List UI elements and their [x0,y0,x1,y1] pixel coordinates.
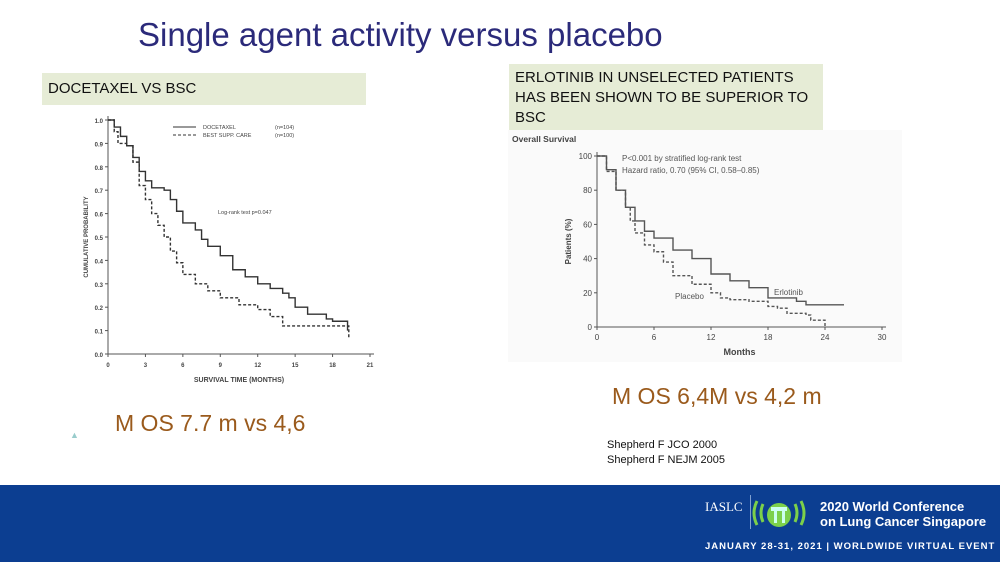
series-label-placebo: Placebo [675,292,704,301]
x-tick-label: 6 [181,363,185,369]
annotation: Hazard ratio, 0.70 (95% CI, 0.58–0.85) [622,166,760,175]
y-tick-label: 0.2 [95,306,104,312]
y-tick-label: 0.7 [95,189,104,195]
y-axis-label: CUMULATIVE PROBABILITY [84,196,90,277]
x-tick-label: 3 [144,363,148,369]
y-axis-label: Patients (%) [564,218,573,264]
chart-title: Overall Survival [512,134,576,144]
reference: Shepherd F NEJM 2005 [607,454,726,466]
docetaxel-chart: 0 3 6 9 12 15 18 21 0.0 0.1 0.2 0.3 0.4 0.5 0.6 0.7 0.8 0… [84,116,374,384]
x-tick-label: 30 [878,333,887,342]
y-tick-label: 0.4 [95,259,104,265]
conference-name: 2020 World Conference on Lung Cancer Sin… [820,499,986,529]
y-tick-label: 1.0 [95,119,104,125]
mos-right: M OS 6,4M vs 4,2 m [612,383,822,409]
annotation: Log-rank test p=0.047 [218,210,272,216]
y-tick-label: 60 [583,220,592,229]
legend-label: BEST SUPP. CARE [203,133,252,139]
conference-line: on Lung Cancer Singapore [820,514,987,529]
annotation: P<0.001 by stratified log-rank test [622,154,742,163]
y-tick-label: 40 [583,255,592,264]
footer-banner: IASLC 2020 World Conference on Lung Canc… [0,485,1000,562]
references: Shepherd F JCO 2000 Shepherd F NEJM 2005 [607,438,725,468]
reference: Shepherd F JCO 2000 [607,439,718,451]
legend-n: (n=104) [275,125,294,131]
y-tick-label: 0.8 [95,166,104,172]
series-line-best-supp-care [108,119,350,338]
x-tick-label: 9 [219,363,223,369]
x-tick-label: 0 [106,363,110,369]
legend-label: DOCETAXEL [203,125,236,131]
conference-line: 2020 World Conference [820,499,965,514]
x-tick-label: 21 [367,363,374,369]
y-tick-label: 0 [588,323,593,332]
x-axis-label: SURVIVAL TIME (MONTHS) [194,377,284,384]
x-tick-label: 24 [821,333,830,342]
y-tick-label: 20 [583,289,592,298]
x-tick-label: 0 [595,333,600,342]
slide-title: Single agent activity versus placebo [138,16,663,53]
label-right: ERLOTINIB IN UNSELECTED PATIENTS HAS BEE… [509,64,823,132]
mos-left: M OS 7.7 m vs 4,6 [115,410,306,436]
iaslc-logo: IASLC [705,499,743,514]
x-axis-label: Months [724,347,756,357]
x-tick-label: 6 [652,333,657,342]
x-tick-label: 15 [292,363,299,369]
legend-n: (n=100) [275,133,294,139]
x-tick-label: 18 [764,333,773,342]
series-line-placebo [597,155,826,327]
y-tick-label: 0.6 [95,213,104,219]
y-tick-label: 0.5 [95,236,104,242]
triangle-icon: ▲ [70,430,79,440]
series-line-docetaxel [108,119,349,331]
x-tick-label: 12 [707,333,716,342]
x-tick-label: 18 [329,363,336,369]
event-dates: JANUARY 28-31, 2021 | WORLDWIDE VIRTUAL … [705,541,996,552]
y-tick-label: 100 [579,152,593,161]
series-line-erlotinib [597,155,844,306]
x-tick-label: 12 [254,363,261,369]
series-label-erlotinib: Erlotinib [774,288,803,297]
y-tick-label: 0.3 [95,283,104,289]
y-tick-label: 0.1 [95,330,104,336]
y-tick-label: 0.0 [95,353,104,359]
erlotinib-chart: 0 6 12 18 24 30 0 20 40 60 80 100 Months Patients (%)… [508,130,902,362]
y-tick-label: 0.9 [95,142,104,148]
y-tick-label: 80 [583,186,592,195]
label-left: DOCETAXEL VS BSC [42,73,366,105]
conference-logo-icon [750,495,809,529]
